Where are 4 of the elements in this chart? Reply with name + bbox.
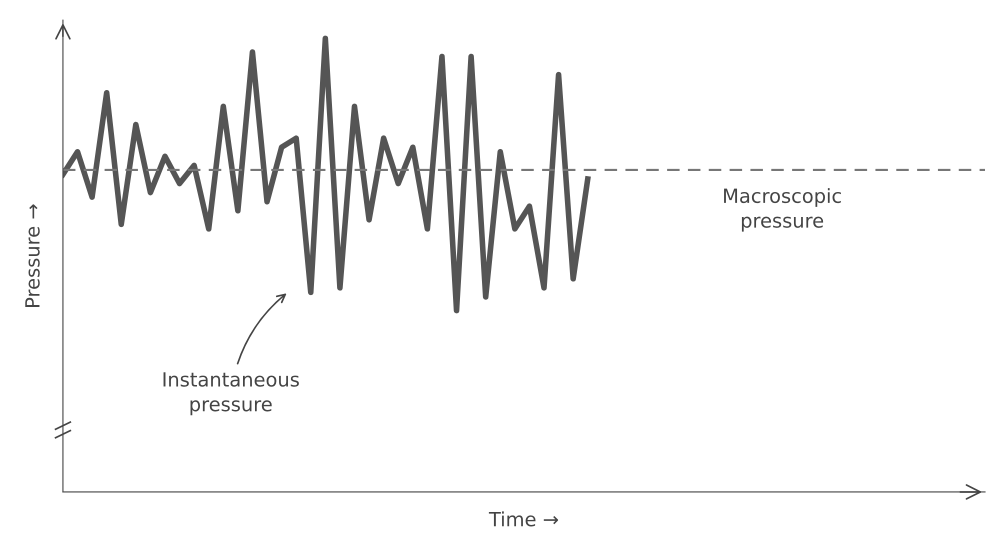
annotation: Instantaneous pressure	[164, 372, 299, 416]
x-axis-title: Time →	[488, 511, 558, 526]
y-axis-title: Pressure →	[25, 204, 40, 307]
ref-line-label: Macroscopic pressure	[724, 188, 841, 232]
